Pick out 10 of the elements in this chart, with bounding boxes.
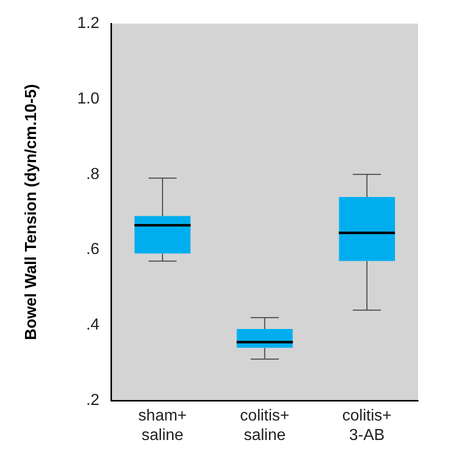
x-tick-label: colitis+ saline bbox=[240, 408, 290, 444]
y-tick-label: .2 bbox=[86, 392, 100, 410]
y-tick-label: 1.2 bbox=[77, 15, 100, 32]
y-axis-title: Bowel Wall Tension (dyn/cm.10-5) bbox=[23, 84, 40, 340]
y-tick-label: .6 bbox=[86, 241, 100, 258]
y-tick-label: .4 bbox=[86, 316, 100, 334]
x-tick-label: colitis+ 3-AB bbox=[342, 408, 392, 444]
x-tick-label: sham+ saline bbox=[138, 408, 187, 444]
y-tick-label: 1.0 bbox=[77, 90, 100, 108]
y-tick-label: .8 bbox=[86, 166, 100, 183]
